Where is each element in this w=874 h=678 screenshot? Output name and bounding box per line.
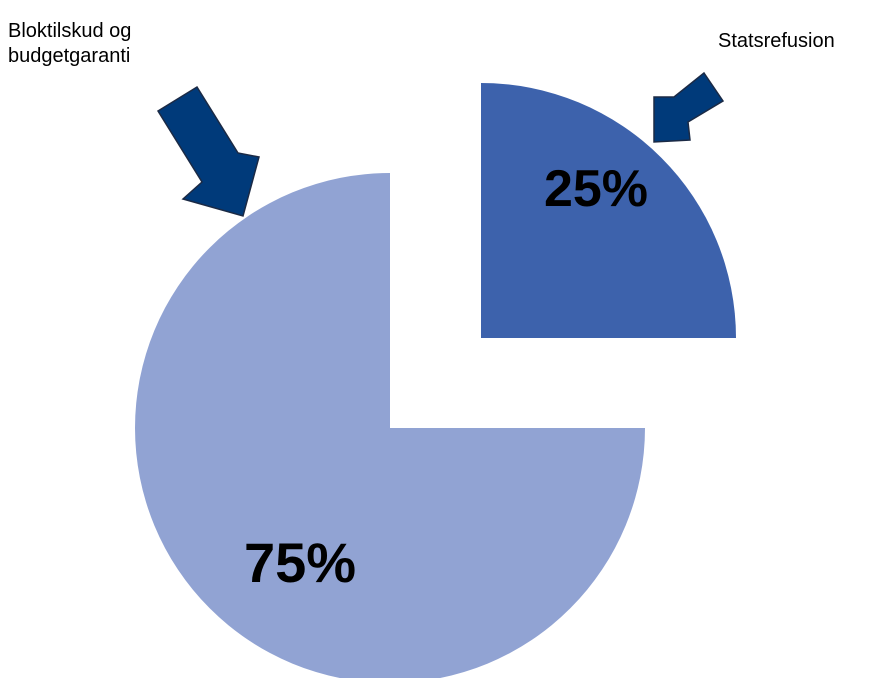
annotation-bloktilskud-line1: Bloktilskud og [8, 20, 132, 42]
annotation-bloktilskud: Bloktilskud og budgetgaranti [8, 19, 208, 69]
slice-label-75: 75% [244, 531, 356, 594]
annotation-statsrefusion: Statsrefusion [718, 30, 835, 52]
slice-label-25: 25% [544, 160, 648, 218]
pie-slice-bloktilskud [135, 173, 645, 678]
annotation-bloktilskud-line2: budgetgaranti [8, 45, 131, 67]
arrow-pointer-statsrefusion-icon [653, 71, 725, 143]
pie-slice-statsrefusion [481, 83, 736, 338]
arrow-pointer-bloktilskud-icon [156, 85, 260, 217]
